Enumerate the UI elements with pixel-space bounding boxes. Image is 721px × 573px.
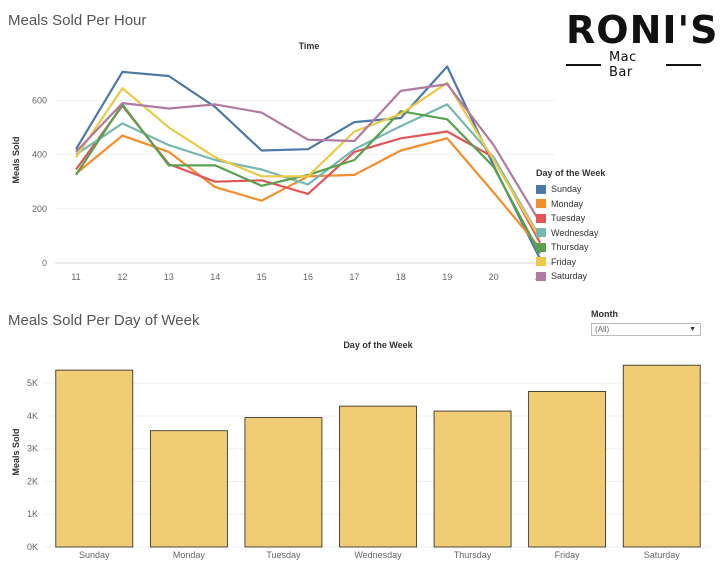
- bar-chart-y-tick-label: 0K: [27, 542, 38, 552]
- line-chart-x-tick-label: 18: [396, 272, 406, 282]
- legend-title: Day of the Week: [536, 168, 606, 178]
- bar-chart-y-tick-label: 4K: [27, 411, 38, 421]
- legend-item-sunday[interactable]: Sunday: [536, 182, 605, 197]
- bar-sunday: [55, 369, 134, 548]
- line-chart-y-axis-label: Meals Sold: [11, 136, 21, 183]
- bar-monday: [149, 430, 228, 548]
- legend-items: Sunday Monday Tuesday Wednesday Thursday Frid…: [536, 182, 605, 284]
- line-chart-x-tick-label: 17: [349, 272, 359, 282]
- line-chart-x-tick-label: 11: [71, 272, 80, 282]
- legend-swatch: [536, 242, 546, 252]
- brand-subtitle: Mac Bar: [608, 50, 637, 80]
- legend-label: Monday: [551, 198, 584, 209]
- line-chart-x-tick-label: 20: [489, 272, 499, 282]
- legend-item-monday[interactable]: Monday: [536, 197, 605, 212]
- bar-chart: Day of the Week Meals Sold 0K 1K 2K 3K 4K 5K Sun…: [11, 340, 710, 560]
- bar-chart-y-tick-label: 5K: [27, 378, 38, 388]
- legend-label: Wednesday: [551, 227, 599, 238]
- legend-item-friday[interactable]: Friday: [536, 255, 605, 270]
- bar-chart-y-tick-label: 3K: [27, 444, 38, 454]
- legend-item-saturday[interactable]: Saturday: [536, 269, 605, 284]
- month-filter: Month (All) ▼: [591, 309, 701, 336]
- line-chart-x-tick-label: 15: [257, 272, 267, 282]
- legend-item-thursday[interactable]: Thursday: [536, 240, 605, 255]
- legend-label: Thursday: [551, 242, 589, 253]
- series-line-sunday: [75, 65, 541, 260]
- legend-swatch: [536, 257, 546, 267]
- series-line-friday: [75, 81, 541, 240]
- bar-chart-y-tick-label: 1K: [27, 509, 38, 519]
- legend-swatch: [536, 184, 546, 194]
- bar-chart-x-tick-label: Wednesday: [354, 550, 402, 560]
- logo-divider-right: [666, 64, 702, 66]
- line-chart-y-tick-label: 200: [32, 204, 47, 214]
- series-line-wednesday: [75, 103, 541, 238]
- series-line-thursday: [75, 103, 541, 255]
- legend-label: Sunday: [551, 184, 582, 195]
- logo-divider-left: [566, 64, 601, 66]
- line-chart-x-tick-label: 12: [117, 272, 127, 282]
- legend: Day of the Week Sunday Monday Tuesday Wedne…: [536, 168, 605, 284]
- legend-label: Tuesday: [551, 213, 586, 224]
- bar-chart-x-tick-label: Thursday: [454, 550, 492, 560]
- bar-chart-y-axis-label: Meals Sold: [11, 428, 21, 475]
- line-chart-y-tick-label: 400: [32, 150, 47, 160]
- line-chart-title: Meals Sold Per Hour: [8, 12, 147, 29]
- series-line-saturday: [75, 82, 541, 223]
- month-select-value: (All): [595, 325, 610, 334]
- legend-swatch: [536, 199, 546, 209]
- bar-friday: [528, 390, 607, 548]
- line-chart-x-tick-label: 16: [303, 272, 313, 282]
- bar-chart-y-tick-label: 2K: [27, 476, 38, 486]
- legend-item-tuesday[interactable]: Tuesday: [536, 211, 605, 226]
- bar-thursday: [433, 410, 512, 548]
- brand-logo: RONI'S Mac Bar: [566, 8, 719, 80]
- bar-chart-title: Meals Sold Per Day of Week: [8, 312, 200, 329]
- bar-saturday: [622, 364, 701, 548]
- legend-label: Saturday: [551, 271, 588, 282]
- line-chart-x-tick-label: 19: [442, 272, 452, 282]
- line-chart-x-tick-label: 13: [164, 272, 174, 282]
- line-chart-y-tick-label: 600: [32, 95, 47, 105]
- chevron-down-icon: ▼: [689, 326, 696, 333]
- filter-label: Month: [591, 309, 618, 319]
- legend-label: Friday: [551, 256, 577, 267]
- bar-chart-x-tick-label: Monday: [173, 550, 206, 560]
- series-line-monday: [75, 134, 541, 249]
- month-select[interactable]: (All) ▼: [591, 323, 701, 336]
- line-chart-x-tick-label: 14: [210, 272, 220, 282]
- brand-subtitle-row: Mac Bar: [566, 50, 702, 80]
- bar-chart-top-label: Day of the Week: [343, 340, 413, 350]
- bar-chart-x-tick-label: Tuesday: [266, 550, 301, 560]
- legend-swatch: [536, 271, 546, 281]
- bar-wednesday: [339, 405, 417, 548]
- line-chart-top-label: Time: [299, 41, 320, 51]
- legend-swatch: [536, 213, 546, 223]
- bar-chart-x-tick-label: Sunday: [79, 550, 110, 560]
- bar-chart-x-tick-label: Friday: [555, 550, 581, 560]
- line-chart-y-tick-label: 0: [42, 258, 47, 268]
- bar-chart-x-tick-label: Saturday: [644, 550, 681, 560]
- legend-item-wednesday[interactable]: Wednesday: [536, 226, 605, 241]
- line-chart: Time Meals Sold 0 200 400 600 11 12 13 14 15 16 17 18…: [11, 41, 555, 282]
- legend-swatch: [536, 228, 546, 238]
- bar-tuesday: [244, 417, 323, 548]
- brand-name: RONI'S: [566, 8, 719, 52]
